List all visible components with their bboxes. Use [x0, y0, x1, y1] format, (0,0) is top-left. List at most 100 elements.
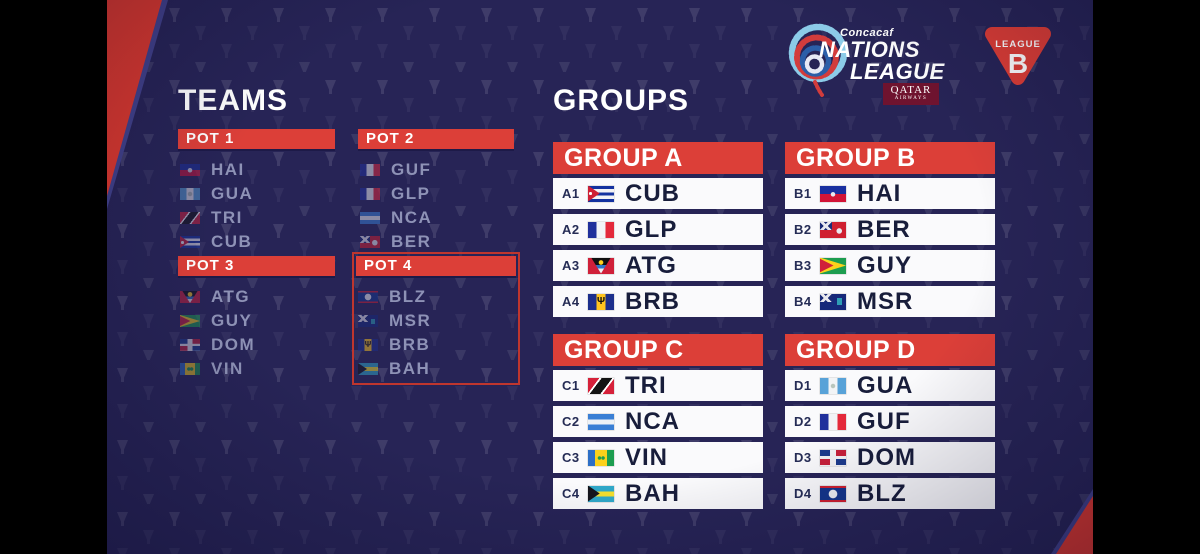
flag-brb-icon — [588, 293, 614, 310]
team-code: BRB — [625, 287, 680, 315]
pot-4-team-list: BLZ MSR BRB BAH — [356, 285, 516, 381]
flag-glp-icon — [360, 188, 380, 200]
team-code: GUA — [211, 184, 254, 203]
flag-vin-icon — [180, 363, 200, 375]
slot-label: D2 — [794, 414, 812, 429]
letterbox-left — [0, 0, 107, 554]
table-row: C2 NCA — [553, 406, 763, 437]
pot-1-banner: POT 1 — [178, 129, 335, 149]
slot-label: B3 — [794, 258, 812, 273]
flag-blz-icon — [358, 291, 378, 303]
team-code: GUF — [857, 407, 911, 435]
sponsor-sub: AIRWAYS — [894, 96, 928, 101]
team-code: BLZ — [389, 287, 427, 306]
flag-nca-icon — [360, 212, 380, 224]
team-code: BRB — [389, 335, 431, 354]
slot-label: B1 — [794, 186, 812, 201]
table-row: C3 VIN — [553, 442, 763, 473]
team-code: CUB — [625, 179, 680, 207]
slot-label: C2 — [562, 414, 580, 429]
flag-ber-icon — [820, 221, 846, 238]
team-code: ATG — [211, 287, 251, 306]
table-row: D4 BLZ — [785, 478, 995, 509]
logo-title-line1: NATIONS — [819, 37, 920, 62]
flag-dom-icon — [820, 449, 846, 466]
slot-label: C4 — [562, 486, 580, 501]
flag-glp-icon — [588, 221, 614, 238]
table-row: B3 GUY — [785, 250, 995, 281]
flag-gua-icon — [180, 188, 200, 200]
team-code: GUA — [857, 371, 914, 399]
list-item: VIN — [180, 357, 335, 381]
slot-label: C1 — [562, 378, 580, 393]
sponsor-name: QATAR — [890, 84, 932, 96]
team-code: DOM — [857, 443, 916, 471]
group-a-banner: GROUP A — [553, 142, 763, 174]
flag-nca-icon — [588, 413, 614, 430]
flag-atg-icon — [180, 291, 200, 303]
nations-league-swirl-icon — [788, 23, 848, 97]
team-code: GLP — [391, 184, 431, 203]
pot-2-banner: POT 2 — [358, 129, 514, 149]
team-code: TRI — [211, 208, 243, 227]
team-code: MSR — [389, 311, 432, 330]
table-row: D2 GUF — [785, 406, 995, 437]
list-item: BRB — [358, 333, 516, 357]
nations-league-logo: Concacaf NATIONS LEAGUE QATAR AIRWAYS — [783, 20, 961, 112]
team-code: BER — [391, 232, 432, 251]
pot-4-panel-highlighted: POT 4 BLZ MSR BRB BAH — [352, 252, 520, 385]
list-item: GUA — [180, 182, 335, 206]
team-code: CUB — [211, 232, 253, 251]
team-code: TRI — [625, 371, 667, 399]
slot-label: A2 — [562, 222, 580, 237]
team-code: GUY — [857, 251, 913, 279]
league-badge-letter: B — [1008, 48, 1028, 79]
slot-label: D4 — [794, 486, 812, 501]
list-item: GUF — [360, 158, 514, 182]
league-b-badge: LEAGUE B — [985, 27, 1051, 85]
flag-msr-icon — [358, 315, 378, 327]
team-code: HAI — [211, 160, 245, 179]
list-item: ATG — [180, 285, 335, 309]
group-b-rows: B1 HAI B2 BER B3 GUY B4 MSR — [785, 178, 995, 317]
team-code: BAH — [625, 479, 680, 507]
pot-3-team-list: ATG GUY DOM VIN — [178, 285, 335, 381]
teams-section-title: TEAMS — [178, 84, 288, 117]
flag-blz-icon — [820, 485, 846, 502]
table-row: A1 CUB — [553, 178, 763, 209]
flag-atg-icon — [588, 257, 614, 274]
flag-guy-icon — [180, 315, 200, 327]
team-code: GUF — [391, 160, 432, 179]
team-code: BAH — [389, 359, 431, 378]
flag-gua-icon — [820, 377, 846, 394]
table-row: B4 MSR — [785, 286, 995, 317]
slot-label: A4 — [562, 294, 580, 309]
flag-tri-icon — [588, 377, 614, 394]
flag-bah-icon — [358, 363, 378, 375]
sponsor-qatar-airways: QATAR AIRWAYS — [883, 83, 939, 105]
team-code: GUY — [211, 311, 253, 330]
flag-vin-icon — [588, 449, 614, 466]
list-item: CUB — [180, 230, 335, 254]
flag-brb-icon — [358, 339, 378, 351]
slot-label: D1 — [794, 378, 812, 393]
list-item: GUY — [180, 309, 335, 333]
flag-dom-icon — [180, 339, 200, 351]
logo-brand-text: Concacaf — [840, 27, 894, 39]
list-item: TRI — [180, 206, 335, 230]
slot-label: D3 — [794, 450, 812, 465]
league-badge-label: LEAGUE — [995, 39, 1041, 50]
slot-label: A1 — [562, 186, 580, 201]
graphic-canvas: TEAMS GROUPS POT 1 HAI GUA TRI CUB POT 2… — [107, 0, 1093, 554]
group-b-table: GROUP B B1 HAI B2 BER B3 GUY B4 MSR — [785, 142, 995, 317]
logo-title-line2: LEAGUE — [850, 59, 945, 84]
group-a-table: GROUP A A1 CUB A2 GLP A3 ATG A4 BRB — [553, 142, 763, 317]
list-item: NCA — [360, 206, 514, 230]
pot-3-banner: POT 3 — [178, 256, 335, 276]
flag-guf-icon — [360, 164, 380, 176]
list-item: HAI — [180, 158, 335, 182]
team-code: VIN — [211, 359, 244, 378]
slot-label: B2 — [794, 222, 812, 237]
team-code: NCA — [391, 208, 433, 227]
